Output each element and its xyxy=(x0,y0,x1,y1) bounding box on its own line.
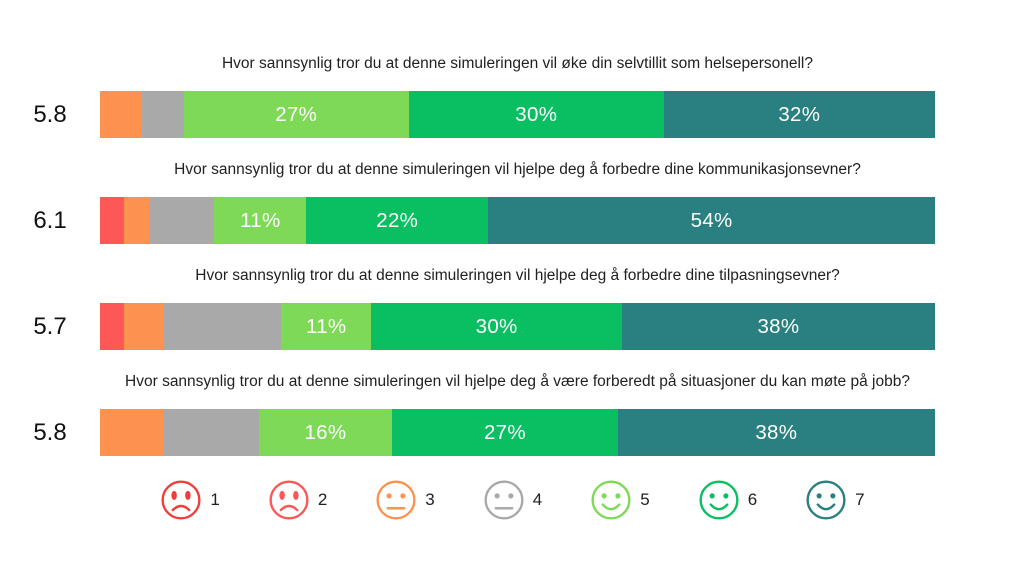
question-title: Hvor sannsynlig tror du at denne simuler… xyxy=(221,55,813,72)
bar-segment-rating-6: 27% xyxy=(392,409,618,456)
legend-value-label: 7 xyxy=(855,490,865,509)
legend-value-label: 4 xyxy=(532,490,543,509)
question-row: Hvor sannsynlig tror du at denne simuler… xyxy=(0,160,1024,244)
question-title: Hvor sannsynlig tror du at denne simuler… xyxy=(125,373,910,390)
stacked-bar: 11% 30% 38% xyxy=(100,303,935,350)
legend-item-3: 3 xyxy=(374,478,435,522)
legend-item-5: 5 xyxy=(589,478,650,522)
bar-segment-rating-5: 16% xyxy=(258,409,393,456)
smiley-neutral-icon xyxy=(376,480,416,520)
bar-segment-rating-3 xyxy=(100,409,165,456)
smiley-neutral-icon xyxy=(484,480,524,520)
bar-segment-rating-6: 30% xyxy=(408,91,664,138)
bar-segment-rating-5: 27% xyxy=(183,91,409,138)
smiley-happy-icon xyxy=(806,480,846,520)
legend-item-6: 6 xyxy=(697,478,757,522)
legend-item-7: 7 xyxy=(804,478,865,522)
legend-value-label: 2 xyxy=(317,490,328,509)
segment-percent-label: 11% xyxy=(240,208,281,232)
question-rows: Hvor sannsynlig tror du at denne simuler… xyxy=(0,54,1024,456)
legend-value-label: 6 xyxy=(747,490,758,509)
bar-segment-rating-2 xyxy=(100,197,125,244)
bar-segment-rating-7: 38% xyxy=(621,303,935,350)
legend-value-label: 1 xyxy=(210,490,220,509)
bar-segment-rating-6: 22% xyxy=(306,197,489,244)
legend-value-label: 5 xyxy=(640,490,650,509)
smiley-sad-icon xyxy=(269,480,309,520)
question-row: Hvor sannsynlig tror du at denne simuler… xyxy=(0,372,1024,456)
stacked-bar: 11% 22% 54% xyxy=(100,197,935,244)
bar-segment-rating-3 xyxy=(124,197,150,244)
bar-segment-rating-5: 11% xyxy=(214,197,307,244)
legend-item-2: 2 xyxy=(267,478,327,522)
bar-segment-rating-7: 38% xyxy=(617,409,935,456)
stacked-bar: 16% 27% 38% xyxy=(100,409,935,456)
mean-score: 5.8 xyxy=(33,418,67,446)
bar-segment-rating-7: 54% xyxy=(488,197,935,244)
bar-segment-rating-2 xyxy=(100,303,125,350)
segment-percent-label: 38% xyxy=(755,420,798,444)
bar-segment-rating-4 xyxy=(164,409,259,456)
segment-percent-label: 38% xyxy=(757,314,800,338)
mean-score: 6.1 xyxy=(33,206,67,234)
bar-segment-rating-5: 11% xyxy=(281,303,372,350)
bar-segment-rating-3 xyxy=(124,303,165,350)
question-row: Hvor sannsynlig tror du at denne simuler… xyxy=(0,54,1024,138)
question-row: Hvor sannsynlig tror du at denne simuler… xyxy=(0,266,1024,350)
question-title: Hvor sannsynlig tror du at denne simuler… xyxy=(174,161,861,178)
bar-segment-rating-4 xyxy=(141,91,184,138)
segment-percent-label: 54% xyxy=(690,208,733,232)
bar-segment-rating-4 xyxy=(149,197,215,244)
segment-percent-label: 27% xyxy=(483,420,526,444)
segment-percent-label: 32% xyxy=(778,102,821,126)
stacked-bar: 27% 30% 32% xyxy=(100,91,935,138)
bar-segment-rating-6: 30% xyxy=(371,303,622,350)
question-title: Hvor sannsynlig tror du at denne simuler… xyxy=(195,267,840,284)
segment-percent-label: 27% xyxy=(275,102,318,126)
smiley-sad-icon xyxy=(161,480,201,520)
legend-item-4: 4 xyxy=(482,478,542,522)
smiley-happy-icon xyxy=(699,480,739,520)
bar-segment-rating-4 xyxy=(164,303,282,350)
segment-percent-label: 16% xyxy=(304,420,347,444)
bar-segment-rating-3 xyxy=(100,91,142,138)
mean-score: 5.7 xyxy=(33,312,67,340)
segment-percent-label: 22% xyxy=(376,208,419,232)
mean-score: 5.8 xyxy=(33,100,67,128)
rating-legend: 1 2 3 4 5 6 7 xyxy=(0,478,1024,522)
legend-item-1: 1 xyxy=(159,478,220,522)
legend-value-label: 3 xyxy=(425,490,435,509)
bar-segment-rating-7: 32% xyxy=(663,91,935,138)
segment-percent-label: 30% xyxy=(475,314,518,338)
segment-percent-label: 30% xyxy=(515,102,558,126)
segment-percent-label: 11% xyxy=(306,314,347,338)
smiley-happy-icon xyxy=(591,480,631,520)
